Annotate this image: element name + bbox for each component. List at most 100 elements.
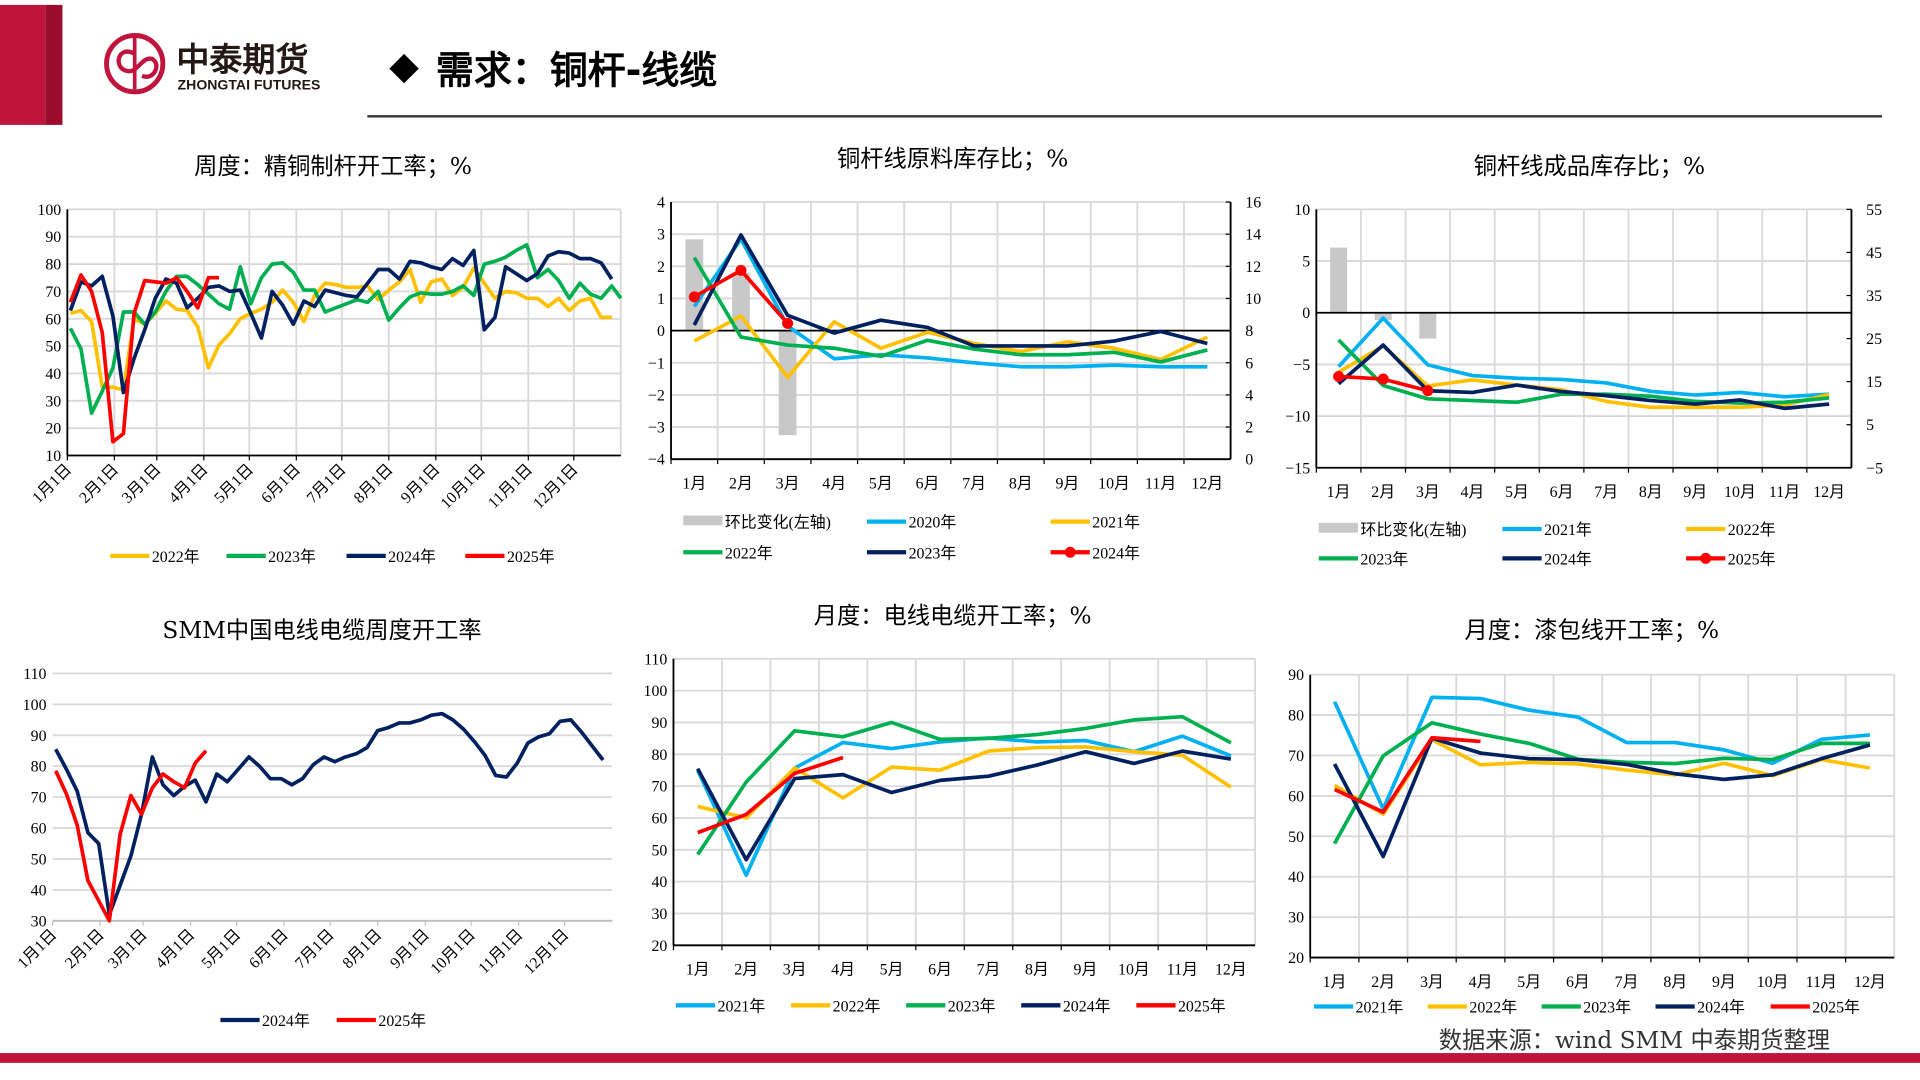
legend-item: 2025年 — [1136, 997, 1226, 1015]
x-tick-label: 5月 — [869, 476, 893, 493]
x-tick-label: 4月 — [831, 962, 855, 979]
legend-label: 2024年 — [262, 1012, 310, 1030]
y2-tick-label: 12 — [1245, 259, 1261, 276]
y2-tick-label: 8 — [1245, 323, 1253, 340]
legend-item: 2023年 — [866, 544, 956, 562]
x-tick-label: 12月 — [1854, 974, 1886, 991]
chart-1: 周度：精铜制杆开工率；% 10 20 30 40 50 60 70 80 90 100 1月1日 2月1… — [29, 153, 623, 566]
x-tick-label: 8月 — [1639, 484, 1663, 501]
x-tick-label: 9月 — [1712, 974, 1736, 991]
legend-label: 2023年 — [268, 548, 316, 566]
legend-swatch — [683, 515, 723, 526]
legend-label: 2024年 — [1063, 997, 1111, 1015]
legend-marker — [1064, 546, 1076, 558]
y-tick-label: 30 — [45, 393, 61, 410]
legend-item: 2023年 — [226, 548, 316, 566]
x-tick-label: 10月1日 — [438, 461, 489, 512]
x-tick-label: 1月 — [682, 476, 706, 493]
x-tick-label: 4月1日 — [166, 461, 212, 507]
x-tick-label: 2月 — [1371, 974, 1395, 991]
legend-item: 环比变化(左轴) — [683, 514, 831, 532]
legend-item: 2022年 — [683, 544, 773, 562]
series-line-2024年 — [68, 248, 614, 395]
y-tick-label: 20 — [651, 938, 667, 955]
data-point — [735, 264, 747, 276]
chart-title: 周度：精铜制杆开工率；% — [194, 153, 472, 180]
series-line-2024年 — [1332, 736, 1871, 859]
legend-item: 2025年 — [336, 1012, 426, 1030]
diamond-icon — [389, 53, 419, 84]
legend-item: 2025年 — [1686, 550, 1776, 568]
legend-item: 2025年 — [465, 548, 555, 566]
y-tick-label: 10 — [45, 448, 61, 465]
data-point — [1333, 370, 1345, 382]
y-tick-label: 60 — [45, 311, 61, 328]
series-line-2024年 — [1337, 343, 1830, 411]
chart-title: 铜杆线原料库存比；% — [837, 146, 1068, 173]
y2-tick-label: 55 — [1866, 202, 1882, 219]
x-tick-label: 1月1日 — [15, 926, 61, 972]
x-tick-label: 2月 — [1371, 484, 1395, 501]
x-tick-label: 4月1日 — [153, 926, 199, 972]
y-tick-label: 100 — [37, 202, 61, 219]
y-tick-label: −2 — [648, 387, 665, 404]
series-line-2022年 — [69, 266, 612, 392]
y2-tick-label: 45 — [1866, 245, 1882, 262]
header: 中泰期货 ZHONGTAI FUTURES 需求：铜杆-线缆 — [0, 4, 1883, 125]
y-tick-label: 70 — [1288, 748, 1304, 765]
x-tick-label: 4月 — [822, 476, 846, 493]
source-note: 数据来源：wind SMM 中泰期货整理 — [1439, 1027, 1830, 1054]
series-line-2023年 — [68, 243, 623, 415]
y-tick-label: 50 — [651, 842, 667, 859]
bar — [778, 330, 797, 436]
legend-item: 2025年 — [1770, 999, 1860, 1017]
x-tick-label: 5月1日 — [199, 926, 245, 972]
series-line-2025年 — [54, 749, 208, 923]
data-point — [1422, 385, 1434, 397]
y-tick-label: 60 — [1288, 788, 1304, 805]
series-line-2024年 — [696, 749, 1232, 862]
y-tick-label: 80 — [45, 257, 61, 274]
legend-item: 2024年 — [1502, 550, 1592, 568]
y-tick-label: −1 — [648, 355, 665, 372]
legend-item: 2022年 — [1686, 521, 1776, 539]
x-tick-label: 9月 — [1074, 962, 1098, 979]
y-tick-label: 5 — [1302, 254, 1310, 271]
bar — [732, 272, 750, 331]
x-tick-label: 1月 — [686, 962, 710, 979]
y-tick-label: −3 — [648, 420, 665, 437]
legend-label: 2024年 — [1092, 544, 1140, 562]
x-tick-label: 10月 — [1724, 484, 1756, 501]
legend-label: 2022年 — [725, 544, 773, 562]
y-tick-label: 80 — [31, 759, 47, 776]
y-tick-label: 20 — [1288, 950, 1304, 967]
y-tick-label: 90 — [651, 715, 667, 732]
y-tick-label: 70 — [651, 779, 667, 796]
series-line-2021年 — [1332, 695, 1871, 811]
x-tick-label: 6月 — [928, 962, 952, 979]
y-tick-label: 40 — [45, 366, 61, 383]
legend-item: 2022年 — [1427, 999, 1517, 1017]
series-line-2024年 — [54, 711, 605, 917]
y2-tick-label: 5 — [1866, 417, 1874, 434]
legend-item: 2021年 — [675, 997, 765, 1015]
x-tick-label: 12月 — [1215, 962, 1247, 979]
legend-item: 2022年 — [791, 997, 880, 1015]
legend-label: 2022年 — [152, 548, 200, 566]
x-tick-label: 2月 — [729, 476, 753, 493]
y-tick-label: −4 — [648, 452, 665, 469]
x-tick-label: 2月 — [734, 962, 758, 979]
y-tick-label: 90 — [45, 229, 61, 246]
legend-label: 2024年 — [1544, 550, 1592, 568]
data-point — [1377, 373, 1389, 385]
logo-text-cn: 中泰期货 — [176, 40, 308, 79]
x-tick-label: 2月1日 — [76, 461, 122, 507]
y2-tick-label: 4 — [1245, 387, 1253, 404]
legend-item: 环比变化(左轴) — [1318, 521, 1466, 539]
legend-label: 2025年 — [1728, 550, 1776, 568]
y-tick-label: 90 — [31, 728, 47, 745]
y-tick-label: 70 — [31, 790, 47, 807]
y-tick-label: 60 — [31, 821, 47, 838]
y-tick-label: 100 — [643, 683, 667, 700]
